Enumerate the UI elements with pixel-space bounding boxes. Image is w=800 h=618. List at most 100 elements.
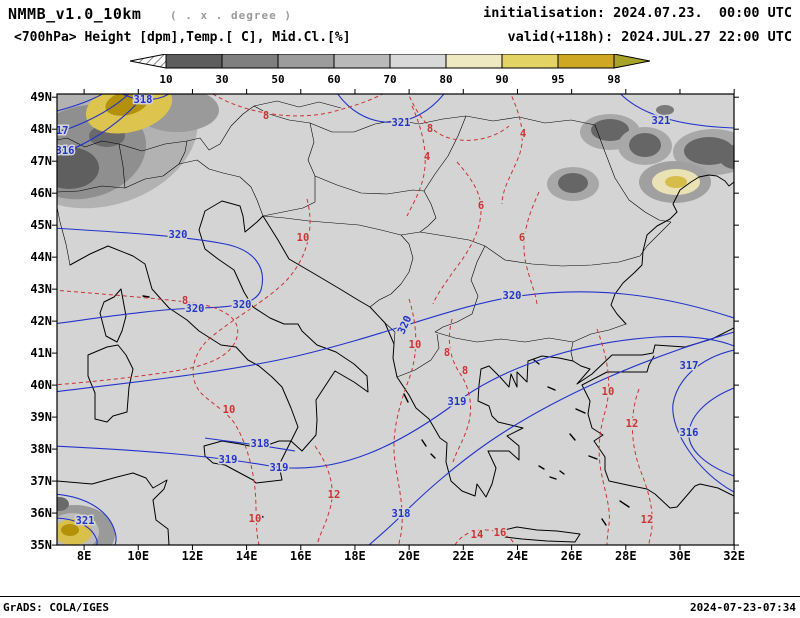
lat-label: 37N: [30, 474, 52, 489]
colorbar-right-arrow: [613, 54, 650, 69]
lat-label: 40N: [30, 378, 52, 393]
height-contour-label: 320: [169, 229, 188, 241]
height-contour-label: 319: [270, 462, 289, 474]
height-contour-label: 321: [76, 515, 95, 527]
colorbar-tick-label: 98: [607, 73, 620, 86]
coastline-africa: [57, 472, 170, 545]
colorbar-tick-label: 80: [439, 73, 452, 86]
temp-contour-label: 10: [223, 404, 236, 416]
temp-contour-label: 6: [519, 232, 525, 244]
field-description: <700hPa> Height [dpm],Temp.[ C], Mid.Cl.…: [14, 30, 351, 45]
colorbar-segment: [389, 54, 447, 69]
colorbar-tick-label: 60: [327, 73, 340, 86]
cloud-patch: [57, 497, 69, 511]
temp-contour-label: 10: [249, 513, 262, 525]
small-islands: [142, 295, 630, 526]
cloud-shading: [57, 94, 734, 545]
temp-contour-label: 8: [182, 295, 188, 307]
lat-label: 36N: [30, 506, 52, 521]
temp-contour-label: 10: [409, 339, 422, 351]
coastline-sardinia: [87, 344, 134, 423]
height-contour-label: 320: [186, 303, 205, 315]
lat-label: 48N: [30, 122, 52, 137]
lat-label: 49N: [30, 90, 52, 105]
lon-label: 28E: [614, 549, 637, 563]
temp-contour-label: 8: [462, 365, 468, 377]
temp-contour-label: 12: [328, 489, 341, 501]
colorbar-segment: [557, 54, 615, 69]
colorbar-tick-label: 10: [159, 73, 172, 86]
colorbar-tick-label: 70: [383, 73, 396, 86]
colorbar-segment: [333, 54, 391, 69]
colorbar-tick-label: 50: [271, 73, 284, 86]
coastline-anatolia: [581, 355, 734, 509]
lon-label: 26E: [560, 549, 583, 563]
lon-label: 8E: [76, 549, 92, 563]
height-contour-label: 316: [56, 145, 75, 157]
colorbar-tick-label: 95: [551, 73, 564, 86]
cloud-patch: [105, 94, 149, 116]
coastline-corsica: [99, 288, 127, 343]
lon-label: 18E: [344, 549, 366, 563]
lat-label: 43N: [30, 282, 52, 297]
height-contour-label: 318: [251, 438, 270, 450]
cloud-patch: [665, 176, 687, 188]
height-contour-label: 316: [680, 427, 699, 439]
cloud-patch: [591, 119, 629, 141]
footer-divider: [0, 596, 800, 597]
height-contour-label: 317: [680, 360, 699, 372]
lon-label: 30E: [669, 549, 691, 563]
temp-contour-label: 6: [478, 200, 484, 212]
axis-ticks: [52, 89, 739, 550]
temp-contour-label: 14: [471, 529, 484, 541]
lat-label: 44N: [30, 250, 52, 265]
height-contour-label: 317: [52, 125, 68, 137]
temp-contour-label: 4: [424, 151, 430, 163]
lon-label: 32E: [723, 549, 745, 563]
valid-time: valid(+118h): 2024.JUL.27 22:00 UTC: [507, 29, 792, 45]
colorbar-tick-label: 90: [495, 73, 508, 86]
lat-label: 38N: [30, 442, 52, 457]
lat-label: 46N: [30, 186, 52, 201]
colorbar-tick-label: 30: [215, 73, 228, 86]
map-frame: [56, 93, 735, 546]
temp-contour-label: 8: [263, 110, 269, 122]
height-contour-label: 321: [652, 115, 671, 127]
grads-credit: GrADS: COLA/IGES: [3, 601, 109, 614]
cloud-patch: [656, 105, 674, 115]
lon-label: 20E: [398, 549, 420, 563]
coastline-sicily: [203, 440, 292, 484]
colorbar-segment: [221, 54, 279, 69]
creation-timestamp: 2024-07-23-07:34: [690, 601, 796, 614]
height-contour-label: 319: [448, 396, 467, 408]
temp-contour-label: 10: [297, 232, 310, 244]
cloud-patch: [558, 173, 588, 193]
colorbar-left-arrow: [130, 54, 167, 69]
degree-note: ( . x . degree ): [170, 9, 292, 22]
colorbar-segment: [445, 54, 503, 69]
temp-contour-label: 8: [427, 123, 433, 135]
height-contour-label: 319: [219, 454, 238, 466]
lon-label: 14E: [235, 549, 258, 563]
cloud-patch: [61, 524, 79, 536]
temp-contour-label: 10: [602, 386, 615, 398]
model-title: NMMB_v1.0_10km: [8, 5, 142, 23]
colorbar-segment: [277, 54, 335, 69]
lat-label: 42N: [30, 314, 52, 329]
colorbar-segment: [501, 54, 559, 69]
lat-label: 47N: [30, 154, 52, 169]
temp-contours: [57, 94, 653, 545]
lat-label: 39N: [30, 410, 52, 425]
coastline-crete: [499, 526, 581, 543]
lon-label: 12E: [181, 549, 204, 563]
cloud-cover-colorbar: 10 30 50 60 70 80 90 95 98: [130, 54, 650, 86]
temp-contour-label: 4: [520, 128, 526, 140]
temp-contour-label: 12: [641, 514, 654, 526]
height-contour-label: 320: [503, 290, 522, 302]
lat-label: 41N: [30, 346, 52, 361]
height-contour-label: 320: [233, 299, 252, 311]
